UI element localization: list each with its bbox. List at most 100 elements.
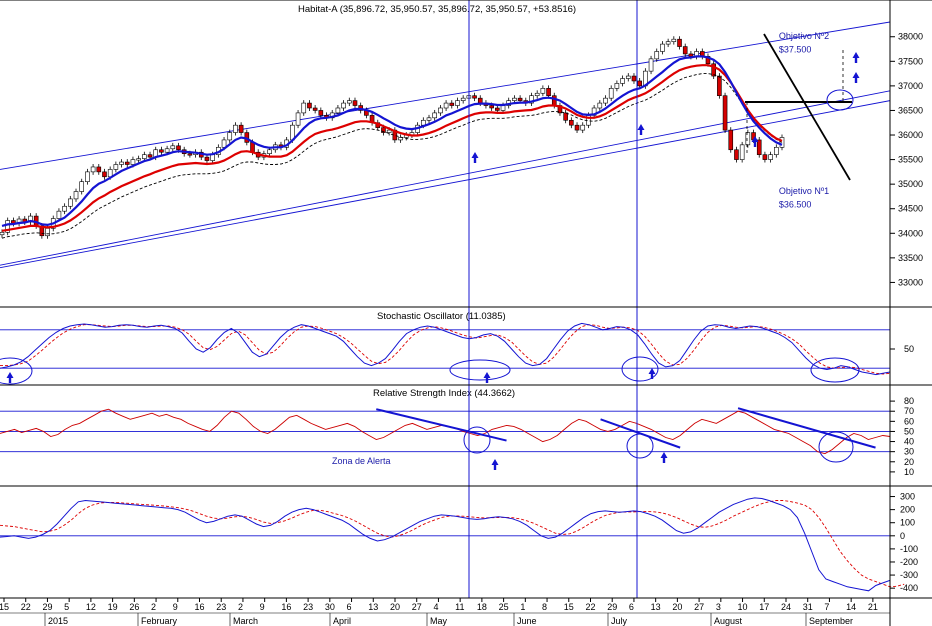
price-bar-up [85,171,90,182]
macd-y-tick-label: 100 [900,518,915,528]
price-bar-up [0,232,5,236]
x-day-tick-label: 17 [759,602,769,612]
up-arrow-icon [483,372,491,383]
price-y-tick-label: 34000 [898,228,923,238]
rsi-trendline [376,408,507,442]
macd-y-tick-label: 0 [900,531,905,541]
price-bar-down [637,80,642,87]
price-bar-down [722,95,728,131]
price-bar-up [671,38,677,42]
rsi-trendline [737,407,876,449]
price-bar-up [341,102,346,109]
price-bar-up [608,88,614,99]
highlight-circle [463,426,491,454]
price-bar-down [682,46,688,55]
price-y-tick-label: 36000 [898,130,923,140]
x-day-tick-label: 4 [433,602,438,612]
price-bar-down [762,154,768,160]
price-bar-up [768,154,773,160]
x-day-tick-label: 22 [585,602,595,612]
x-day-tick-label: 25 [499,602,509,612]
price-bar-down [551,95,557,106]
price-bar-down [517,97,523,101]
x-day-tick-label: 1 [520,602,525,612]
rsi-y-tick-label: 40 [904,437,914,447]
macd-y-tick-label: -400 [900,583,918,593]
price-downtrend-line [763,33,851,181]
x-day-tick-label: 15 [564,602,574,612]
price-bar-down [352,100,358,106]
x-day-tick-label: 22 [21,602,31,612]
price-bar-down [734,149,739,160]
price-bar-down [312,107,318,111]
price-bar-down [102,171,107,178]
price-bar-up [227,132,233,141]
price-bar-up [648,58,654,72]
price-bar-down [187,153,193,156]
price-bar-down [495,107,500,111]
highlight-circle [0,357,33,385]
price-bar-up [745,132,751,146]
price-bar-up [603,97,608,104]
stochastic-k-line [0,322,891,376]
channel-mid-line [0,90,891,266]
x-day-tick-label: 21 [868,602,878,612]
price-annotation: $36.500 [779,199,812,209]
price-bar-up [164,148,170,153]
price-bar-down [159,149,164,153]
price-bar-up [779,137,785,148]
ma-dashed-line [1,73,783,239]
annotation-overlay [0,0,860,598]
highlight-circle [826,89,854,111]
price-y-tick-label: 33000 [898,277,923,287]
price-bar-up [113,164,119,170]
price-bar-up [421,119,426,126]
x-day-tick-label: 23 [303,602,313,612]
price-bar-up [136,158,141,161]
price-bar-down [318,110,324,116]
price-bar-up [301,102,307,114]
up-arrow-icon [648,368,656,379]
x-day-tick-label: 15 [0,602,9,612]
price-bar-down [381,127,386,133]
price-bar-down [574,124,580,131]
stochastic-panel [0,322,891,376]
x-day-tick-label: 11 [455,602,464,612]
up-arrow-icon [660,452,668,463]
price-bar-up [142,154,147,159]
price-bar-up [500,105,506,111]
x-month-label: April [333,616,351,626]
price-bar-down [204,156,210,161]
price-bar-up [438,107,443,114]
price-panel: Objetivo Nº2 $37.500 Objetivo Nº1 $36.500 [0,21,891,269]
price-y-tick-label: 37000 [898,81,923,91]
macd-y-tick-label: -300 [900,570,918,580]
price-y-tick-label: 33500 [898,253,923,263]
price-bar-up [665,41,671,45]
price-y-tick-label: 38000 [898,32,923,42]
price-annotation: Objetivo Nº2 [779,31,829,41]
up-arrow-icon [471,152,479,163]
price-bar-up [73,191,79,200]
price-bar-down [688,53,694,57]
price-annotation: Objetivo Nº1 [779,186,829,196]
x-month-label: June [517,616,537,626]
price-bar-down [711,63,716,77]
macd-y-tick-label: 200 [900,505,915,515]
price-bar-down [147,154,153,158]
price-bar-up [335,107,341,114]
price-bar-down [546,88,551,97]
x-day-tick-label: 16 [194,602,204,612]
price-bar-up [540,88,546,94]
price-bar-down [569,119,574,126]
price-bar-down [307,102,312,109]
price-bar-up [774,147,779,155]
x-day-tick-label: 27 [694,602,704,612]
x-day-tick-label: 20 [390,602,400,612]
price-bar-up [170,145,176,150]
price-bar-up [119,161,124,165]
x-day-tick-label: 16 [281,602,291,612]
x-day-tick-label: 26 [129,602,139,612]
rsi-trendline [600,418,681,449]
price-bar-up [443,102,449,109]
